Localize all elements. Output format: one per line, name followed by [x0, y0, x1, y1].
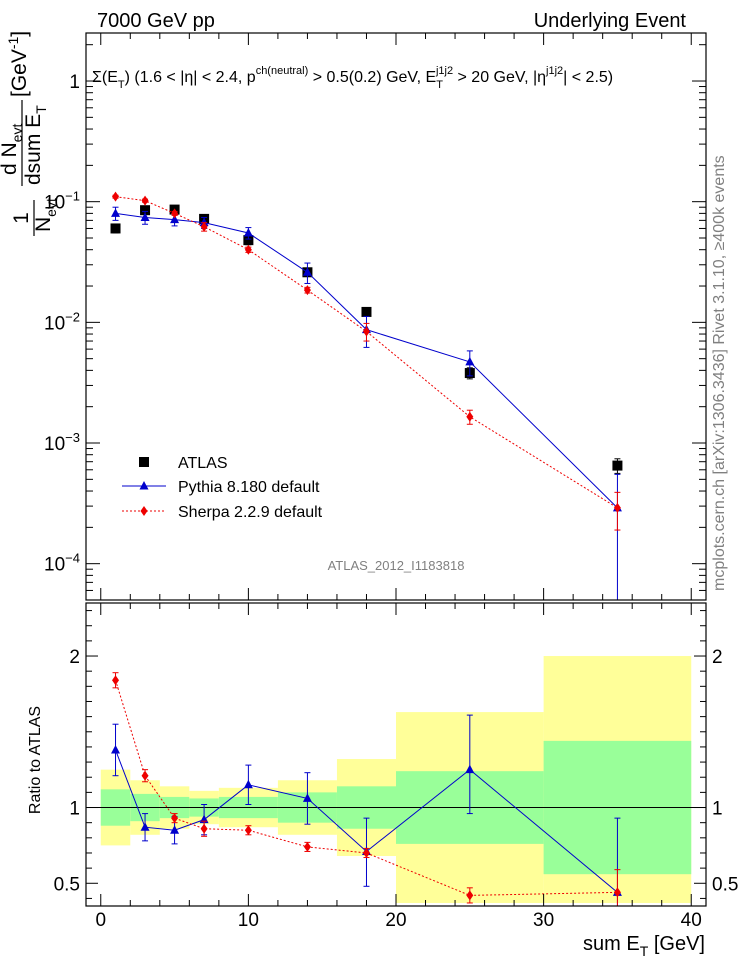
pythia-8-180-default-point	[140, 212, 150, 221]
x-axis-label: sum ET [GeV]	[583, 933, 705, 959]
ratio-tick-label-right: 1	[712, 799, 723, 820]
sherpa-2-2-9-default-point	[466, 411, 474, 422]
x-tick-label: 10	[238, 910, 259, 931]
legend-marker-atlas	[139, 457, 149, 467]
plot-title: Σ(ET) (1.6 < |η| < 2.4, pch(neutral) > 0…	[92, 65, 613, 91]
mcplots-label: mcplots.cern.ch [arXiv:1306.3436]	[711, 349, 728, 591]
ratio-uncertainty-bands	[86, 656, 706, 903]
sherpa-2-2-9-default-ratio-point	[171, 813, 179, 824]
header-right-label: Underlying Event	[534, 10, 687, 32]
ylabel-unit: [GeV-1]	[5, 31, 31, 97]
title-sub-t: T	[118, 79, 125, 91]
legend-label-pythia-8-180-default: Pythia 8.180 default	[178, 479, 320, 496]
sherpa-2-2-9-default-ratio-line	[115, 680, 618, 896]
y-axis-label: 1 Nevt d Nevt dsum ET [GeV-1]	[0, 31, 59, 236]
title-sup: j1j2	[435, 65, 453, 77]
ylabel-dsum: dsum ET	[22, 105, 49, 185]
title-part: | < 2.5)	[563, 69, 613, 86]
y-tick-label: 10−3	[44, 430, 80, 455]
x-tick-label: 20	[385, 910, 406, 931]
ratio-tick-label: 2	[69, 647, 80, 668]
ratio-tick-label: 0.5	[54, 874, 80, 895]
title-part: Σ(E	[92, 69, 118, 86]
x-tick-label: 30	[533, 910, 554, 931]
sherpa-2-2-9-default-point	[244, 244, 252, 255]
header-left-label: 7000 GeV pp	[97, 10, 215, 32]
atlas-point	[612, 460, 623, 471]
axes: 0 10 20 30 40 1 10−1 10−2 10−3 10−4 0.5 0.5 1 1 2 2	[44, 32, 738, 931]
sherpa-2-2-9-default-ratio-point	[244, 825, 252, 836]
ylabel-n: Nevt	[32, 198, 59, 232]
title-part: > 0.5(0.2) GeV, E	[308, 69, 436, 86]
title-sup: ch(neutral)	[256, 65, 309, 77]
pythia-8-180-default-point	[111, 208, 121, 217]
sherpa-2-2-9-default-ratio-point	[112, 675, 120, 686]
ratio-tick-label-right: 0.5	[712, 874, 738, 895]
legend-label-atlas: ATLAS	[178, 455, 228, 472]
pythia-8-180-default-ratio-point	[170, 825, 180, 834]
pythia-8-180-default-ratio-point	[243, 779, 253, 789]
sherpa-2-2-9-default-ratio-point	[362, 847, 370, 858]
pythia-8-180-default-point	[302, 267, 312, 276]
ratio-panel-series	[111, 672, 622, 907]
atlas-point	[140, 205, 151, 216]
title-sub-t: T	[436, 79, 443, 91]
pythia-8-180-default-point	[243, 228, 253, 237]
sherpa-2-2-9-default-ratio-point	[200, 823, 208, 834]
pythia-8-180-default-ratio-point	[111, 744, 121, 754]
sherpa-2-2-9-default-point	[141, 195, 149, 206]
pythia-8-180-default-ratio-point	[140, 822, 150, 831]
x-tick-label: 40	[681, 910, 702, 931]
sherpa-2-2-9-default-ratio-point	[141, 770, 149, 781]
sherpa-2-2-9-default-point	[200, 221, 208, 232]
y-tick-label: 10−2	[44, 309, 80, 334]
y-tick-label: 10−1	[44, 189, 80, 214]
legend-marker-sherpa-2-2-9-default	[140, 506, 148, 516]
analysis-tag: ATLAS_2012_I1183818	[328, 558, 465, 573]
y-tick-label: 10−4	[44, 551, 80, 576]
x-tick-label: 0	[95, 910, 106, 931]
sherpa-2-2-9-default-ratio-point	[466, 890, 474, 901]
ratio-y-axis-label: Ratio to ATLAS	[27, 706, 44, 814]
sherpa-2-2-9-default-ratio-point	[613, 887, 621, 898]
sherpa-2-2-9-default-point	[362, 326, 370, 337]
ylabel-dn: d Nevt	[0, 124, 25, 175]
title-part: ) (1.6 < |η| < 2.4, p	[125, 69, 256, 86]
pythia-8-180-default-point	[170, 214, 180, 224]
atlas-point	[243, 235, 254, 246]
sherpa-2-2-9-default-point	[171, 208, 179, 219]
pythia-8-180-default-ratio-point	[465, 764, 475, 774]
pythia-8-180-default-ratio-point	[302, 793, 312, 802]
title-part: > 20 GeV, |η	[453, 69, 546, 86]
legend-marker-pythia-8-180-default	[139, 481, 149, 490]
rivet-label: Rivet 3.1.10, ≥400k events	[711, 155, 728, 344]
atlas-point	[361, 306, 372, 317]
ratio-tick-label: 1	[69, 799, 80, 820]
title-sup: j1j2	[545, 65, 563, 77]
sherpa-2-2-9-default-ratio-point	[303, 841, 311, 852]
y-tick-label: 1	[69, 72, 80, 93]
sherpa-2-2-9-default-point	[613, 502, 621, 513]
main-panel-series	[110, 191, 623, 601]
sherpa-2-2-9-default-point	[303, 285, 311, 296]
ratio-tick-label-right: 2	[712, 647, 723, 668]
legend: ATLAS Pythia 8.180 default Sherpa 2.2.9 de…	[122, 455, 323, 521]
legend-label-sherpa-2-2-9-default: Sherpa 2.2.9 default	[178, 504, 323, 521]
sherpa-2-2-9-default-point	[112, 191, 120, 202]
ylabel-one: 1	[10, 212, 33, 224]
atlas-point	[110, 223, 121, 234]
pythia-8-180-default-point	[465, 356, 475, 366]
